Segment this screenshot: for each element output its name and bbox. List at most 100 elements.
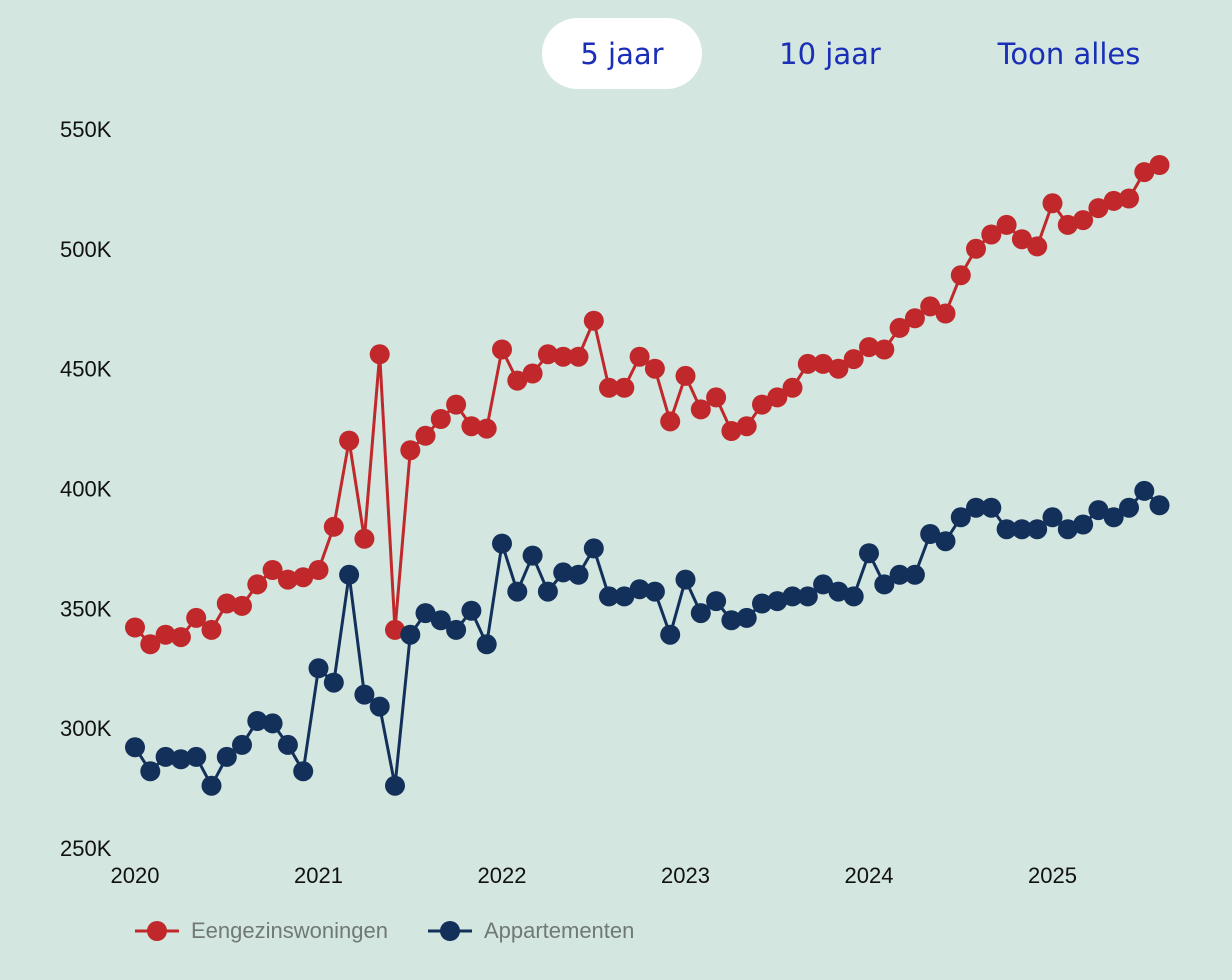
data-point[interactable] [981,497,1002,518]
data-point[interactable] [293,567,314,588]
data-point[interactable] [1134,162,1155,183]
data-point[interactable] [1103,190,1124,211]
data-point[interactable] [262,560,283,580]
data-point[interactable] [1057,214,1078,235]
data-point[interactable] [277,569,298,590]
legend-item-eengezinswoningen[interactable]: Eengezinswoningen [133,918,388,944]
data-point[interactable] [1073,514,1094,535]
data-point[interactable] [492,339,512,360]
data-point[interactable] [155,746,176,767]
data-point[interactable] [140,634,161,655]
data-point[interactable] [920,524,941,544]
data-point[interactable] [721,421,742,441]
data-point[interactable] [1103,507,1124,528]
data-point[interactable] [125,617,145,638]
data-point[interactable] [736,607,757,628]
data-point[interactable] [996,214,1017,235]
data-point[interactable] [415,603,436,624]
data-point[interactable] [277,734,298,755]
data-point[interactable] [522,545,543,566]
data-point[interactable] [583,310,604,331]
data-point[interactable] [660,624,681,645]
data-point[interactable] [232,734,252,755]
data-point[interactable] [1042,193,1063,214]
data-point[interactable] [553,346,574,367]
data-point[interactable] [140,761,161,782]
data-point[interactable] [920,296,941,317]
data-point[interactable] [859,337,879,358]
data-point[interactable] [1119,188,1139,209]
legend-item-appartementen[interactable]: Appartementen [426,918,634,944]
data-point[interactable] [201,775,222,796]
data-point[interactable] [904,308,925,329]
data-point[interactable] [660,411,681,432]
data-point[interactable] [125,737,145,758]
data-point[interactable] [1011,519,1032,540]
data-point[interactable] [614,586,635,607]
data-point[interactable] [1088,500,1109,521]
data-point[interactable] [323,516,344,537]
data-point[interactable] [308,560,329,580]
data-point[interactable] [996,519,1017,540]
data-point[interactable] [752,593,772,614]
data-point[interactable] [767,591,788,612]
data-point[interactable] [446,619,467,640]
data-point[interactable] [599,586,619,607]
data-point[interactable] [797,353,818,374]
data-point[interactable] [1119,497,1139,518]
data-point[interactable] [568,346,589,367]
data-point[interactable] [522,363,543,384]
data-point[interactable] [721,610,742,631]
data-point[interactable] [797,586,818,607]
data-point[interactable] [644,581,665,602]
data-point[interactable] [170,749,191,770]
data-point[interactable] [537,344,558,365]
data-point[interactable] [828,358,849,379]
data-point[interactable] [782,586,803,607]
data-point[interactable] [553,562,574,583]
data-point[interactable] [675,365,696,386]
data-point[interactable] [1134,480,1155,501]
data-point[interactable] [1027,519,1048,540]
data-point[interactable] [966,497,986,518]
data-point[interactable] [583,538,604,559]
data-point[interactable] [201,619,222,640]
data-point[interactable] [706,387,727,408]
data-point[interactable] [507,370,528,391]
data-point[interactable] [354,528,375,549]
data-point[interactable] [1073,210,1094,231]
data-point[interactable] [889,317,910,338]
data-point[interactable] [537,581,558,602]
data-point[interactable] [690,603,711,624]
data-point[interactable] [339,564,360,585]
data-point[interactable] [1011,229,1032,250]
data-point[interactable] [232,595,252,616]
data-point[interactable] [492,533,512,554]
data-point[interactable] [599,377,619,398]
data-point[interactable] [1042,507,1063,528]
data-point[interactable] [859,543,879,564]
data-point[interactable] [828,581,849,602]
data-point[interactable] [247,711,268,731]
data-point[interactable] [430,610,451,631]
data-point[interactable] [369,344,390,365]
data-point[interactable] [461,416,482,437]
data-point[interactable] [308,658,329,679]
data-point[interactable] [507,581,528,602]
data-point[interactable] [247,574,268,595]
data-point[interactable] [767,387,788,408]
data-point[interactable] [170,627,191,648]
data-point[interactable] [813,574,834,595]
data-point[interactable] [614,377,635,398]
data-point[interactable] [629,579,650,600]
data-point[interactable] [706,591,727,612]
data-point[interactable] [644,358,665,379]
data-point[interactable] [385,775,405,796]
data-point[interactable] [293,761,314,782]
data-point[interactable] [736,416,757,437]
data-point[interactable] [186,607,207,628]
data-point[interactable] [1057,519,1078,540]
data-point[interactable] [675,569,696,590]
data-point[interactable] [568,564,589,585]
data-point[interactable] [400,440,421,461]
